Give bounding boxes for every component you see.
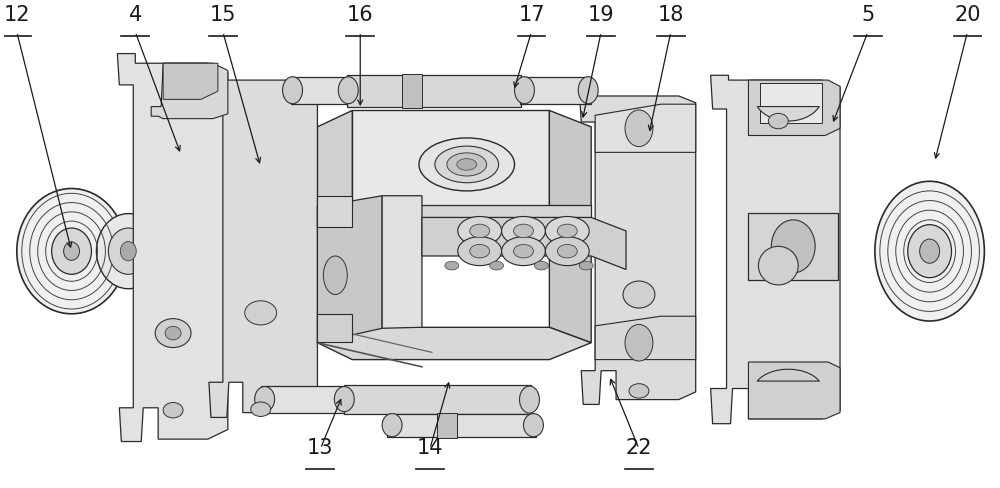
Text: 16: 16 (347, 5, 374, 25)
Polygon shape (344, 386, 531, 414)
Ellipse shape (758, 247, 798, 285)
Text: 5: 5 (861, 5, 875, 25)
Ellipse shape (515, 78, 534, 104)
Ellipse shape (457, 159, 477, 171)
Polygon shape (757, 107, 819, 122)
Ellipse shape (557, 245, 577, 258)
Text: 15: 15 (210, 5, 236, 25)
Polygon shape (151, 64, 228, 120)
Text: 4: 4 (129, 5, 142, 25)
Ellipse shape (445, 262, 459, 270)
Ellipse shape (470, 245, 490, 258)
Ellipse shape (520, 386, 539, 413)
Polygon shape (579, 89, 696, 405)
Ellipse shape (283, 78, 303, 104)
Ellipse shape (557, 224, 577, 238)
Polygon shape (595, 105, 696, 153)
Polygon shape (317, 206, 591, 226)
Ellipse shape (623, 282, 655, 308)
Text: 12: 12 (4, 5, 30, 25)
Polygon shape (117, 55, 228, 442)
Ellipse shape (578, 78, 598, 104)
Ellipse shape (523, 414, 543, 437)
Polygon shape (317, 111, 352, 343)
Ellipse shape (490, 262, 504, 270)
Ellipse shape (502, 217, 545, 246)
Ellipse shape (251, 402, 271, 417)
Polygon shape (748, 362, 840, 419)
Ellipse shape (514, 245, 533, 258)
Ellipse shape (165, 326, 181, 340)
Polygon shape (317, 196, 352, 227)
Polygon shape (711, 76, 840, 424)
Polygon shape (748, 81, 840, 136)
Text: 14: 14 (417, 438, 443, 457)
Ellipse shape (771, 221, 815, 273)
Ellipse shape (545, 217, 589, 246)
Text: 18: 18 (658, 5, 684, 25)
Polygon shape (757, 369, 819, 381)
Text: 22: 22 (626, 438, 652, 457)
Ellipse shape (502, 237, 545, 266)
Ellipse shape (155, 319, 191, 348)
Polygon shape (317, 327, 591, 360)
Polygon shape (291, 78, 350, 105)
Ellipse shape (908, 225, 952, 278)
Polygon shape (352, 111, 549, 223)
Text: 19: 19 (588, 5, 614, 25)
Ellipse shape (470, 224, 490, 238)
Ellipse shape (419, 139, 515, 191)
Polygon shape (207, 76, 317, 418)
Ellipse shape (458, 237, 502, 266)
Text: 13: 13 (307, 438, 334, 457)
Ellipse shape (875, 182, 984, 322)
Ellipse shape (64, 243, 80, 261)
Polygon shape (382, 196, 422, 328)
Ellipse shape (120, 242, 136, 261)
Ellipse shape (52, 228, 91, 275)
Ellipse shape (534, 262, 548, 270)
Ellipse shape (163, 403, 183, 418)
Ellipse shape (625, 325, 653, 361)
Polygon shape (595, 317, 696, 360)
Ellipse shape (514, 224, 533, 238)
Polygon shape (163, 64, 218, 100)
Polygon shape (760, 84, 822, 124)
Text: 17: 17 (518, 5, 545, 25)
Ellipse shape (629, 384, 649, 398)
Ellipse shape (255, 387, 275, 412)
Polygon shape (520, 78, 591, 105)
Polygon shape (402, 75, 422, 108)
Ellipse shape (920, 240, 940, 264)
Polygon shape (549, 111, 591, 343)
Ellipse shape (768, 114, 788, 129)
Ellipse shape (17, 189, 126, 314)
Polygon shape (422, 218, 626, 270)
Ellipse shape (579, 262, 593, 270)
Polygon shape (347, 76, 521, 107)
Ellipse shape (108, 228, 148, 275)
Ellipse shape (338, 78, 358, 104)
Polygon shape (261, 386, 347, 413)
Ellipse shape (245, 301, 277, 325)
Ellipse shape (545, 237, 589, 266)
Ellipse shape (625, 111, 653, 147)
Polygon shape (317, 196, 382, 343)
Ellipse shape (323, 257, 347, 295)
Ellipse shape (96, 214, 160, 289)
Text: 20: 20 (954, 5, 981, 25)
Ellipse shape (334, 387, 354, 412)
Ellipse shape (435, 147, 499, 183)
Polygon shape (748, 213, 838, 281)
Polygon shape (317, 314, 352, 342)
Ellipse shape (447, 154, 487, 177)
Polygon shape (387, 414, 536, 437)
Ellipse shape (458, 217, 502, 246)
Polygon shape (437, 413, 457, 438)
Ellipse shape (382, 414, 402, 437)
